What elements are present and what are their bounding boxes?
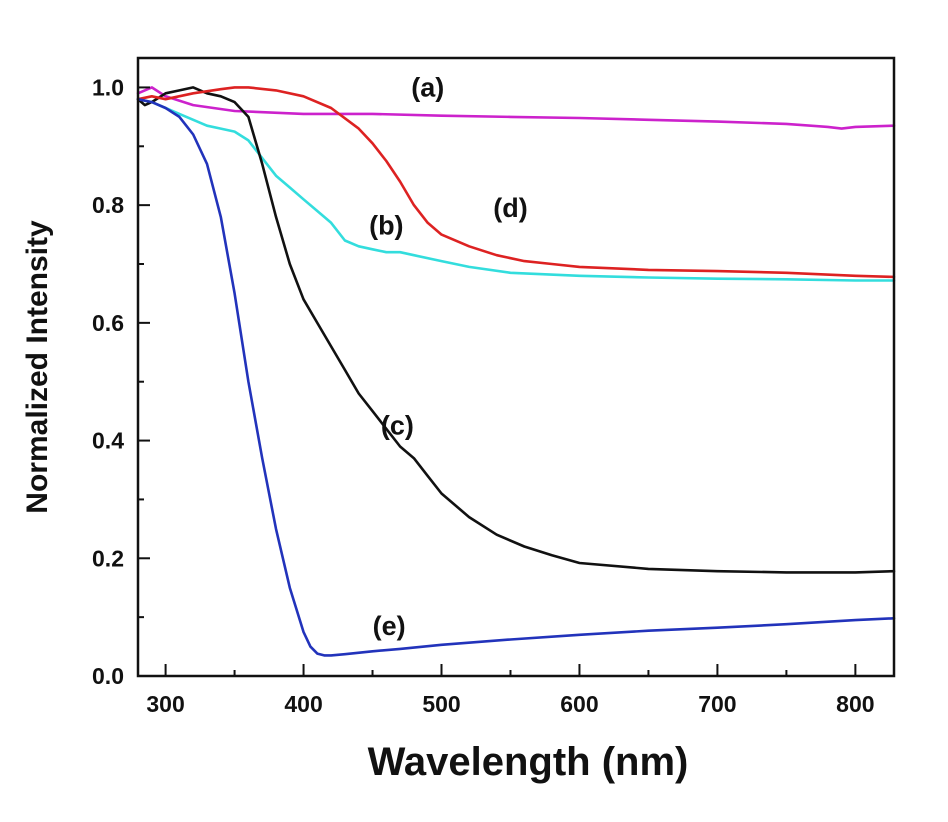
- series-line-b: [136, 97, 896, 282]
- series-label-c: (c): [381, 411, 414, 441]
- y-tick-label: 0.0: [92, 663, 124, 689]
- series-label-d: (d): [493, 193, 527, 223]
- series-label-e: (e): [373, 611, 406, 641]
- series-label-a: (a): [411, 72, 444, 102]
- plot-frame: [136, 56, 896, 678]
- x-tick-label: 500: [422, 691, 460, 717]
- y-tick-label: 0.2: [92, 545, 124, 571]
- series-line-d: [136, 86, 896, 279]
- y-tick-label: 0.8: [92, 192, 124, 218]
- y-tick-label: 0.4: [92, 428, 124, 454]
- series-line-a: [136, 86, 896, 130]
- x-tick-label: 400: [284, 691, 322, 717]
- series-layer: [136, 86, 896, 657]
- series-line-e: [136, 97, 896, 657]
- x-tick-label: 800: [836, 691, 874, 717]
- x-tick-label: 300: [146, 691, 184, 717]
- series-line-c: [136, 86, 896, 574]
- label-layer: (a) (b) (c) (d) (e): [369, 72, 528, 641]
- y-tick-label: 0.6: [92, 310, 124, 336]
- x-tick-label: 600: [560, 691, 598, 717]
- series-label-b: (b): [369, 211, 403, 241]
- x-tick-label: 700: [698, 691, 736, 717]
- y-axis-title: Normalized Intensity: [21, 220, 54, 514]
- tick-layer: 300 400 500 600 700 800 0.0 0.2 0.4 0.6 0.8 1.0: [92, 74, 875, 717]
- y-tick-label: 1.0: [92, 74, 124, 100]
- x-axis-title: Wavelength (nm): [368, 740, 689, 784]
